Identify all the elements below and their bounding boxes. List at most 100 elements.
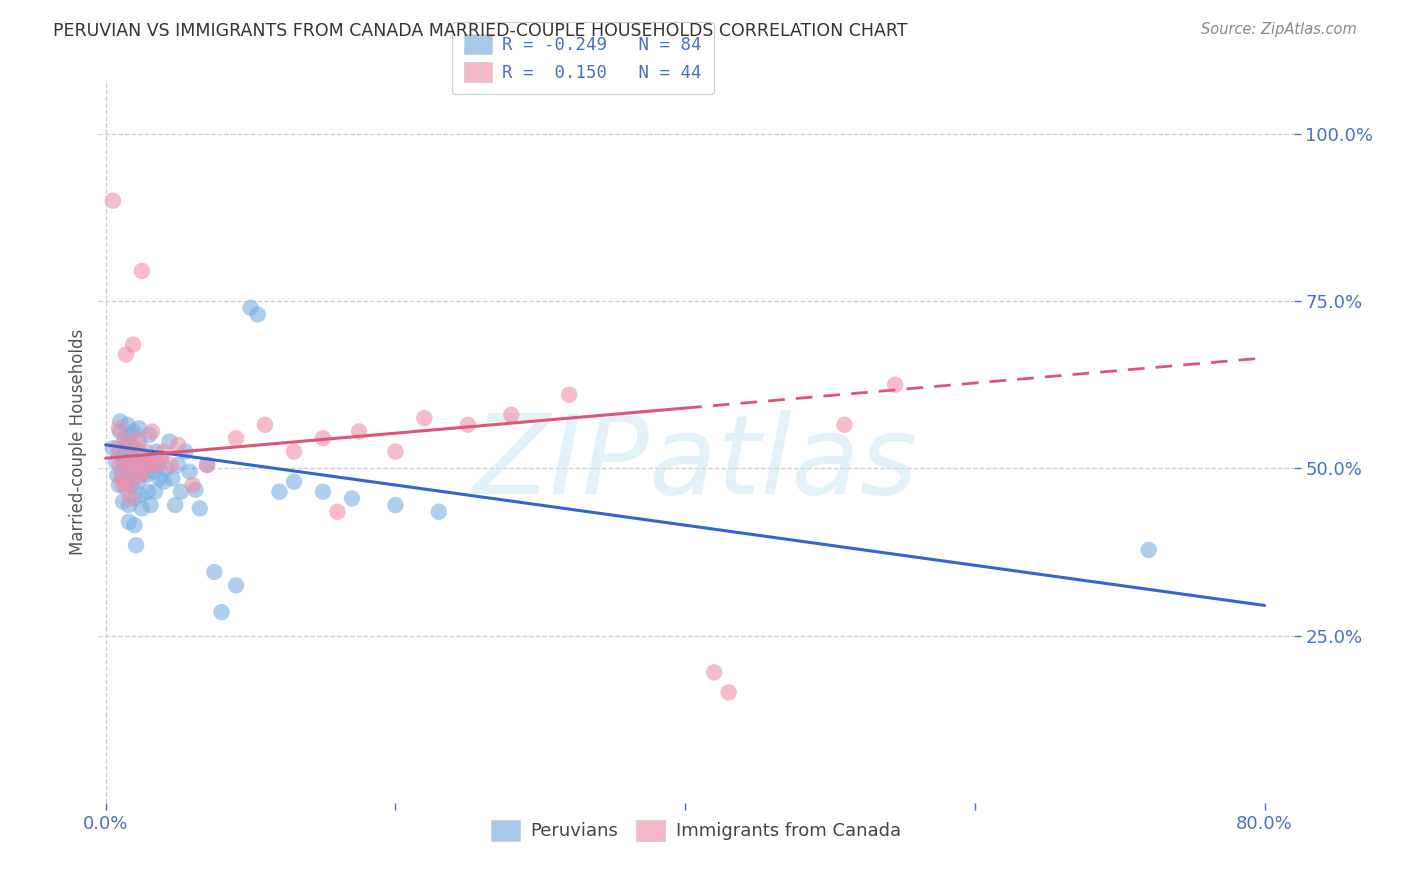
Point <box>558 387 581 401</box>
Point <box>110 471 132 485</box>
Point <box>457 417 479 432</box>
Y-axis label: Married-couple Households: Married-couple Households <box>69 328 87 555</box>
Point <box>115 482 138 496</box>
Point <box>283 475 305 489</box>
Point <box>117 417 139 432</box>
Point <box>347 425 370 439</box>
Point <box>124 458 146 472</box>
Point <box>131 264 153 278</box>
Point <box>107 478 129 492</box>
Point <box>195 458 218 472</box>
Point <box>128 434 150 449</box>
Point <box>117 458 139 472</box>
Point <box>225 431 247 445</box>
Point <box>165 498 187 512</box>
Point <box>110 465 132 479</box>
Point <box>145 444 167 458</box>
Text: ZIPatlas: ZIPatlas <box>474 409 918 516</box>
Point <box>155 461 177 475</box>
Point <box>148 471 170 485</box>
Point <box>128 444 150 458</box>
Point <box>188 501 211 516</box>
Point <box>117 475 139 489</box>
Point <box>160 458 183 472</box>
Point <box>131 501 153 516</box>
Point <box>139 498 162 512</box>
Point <box>118 498 141 512</box>
Point <box>115 461 138 475</box>
Point <box>121 461 143 475</box>
Point <box>120 448 142 462</box>
Point <box>114 448 136 462</box>
Point <box>108 425 131 439</box>
Point <box>143 484 166 499</box>
Point <box>269 484 291 499</box>
Point <box>384 498 406 512</box>
Point <box>101 442 124 455</box>
Point <box>127 455 149 469</box>
Point <box>124 467 146 482</box>
Point <box>104 455 127 469</box>
Point <box>118 515 141 529</box>
Point <box>703 665 725 680</box>
Point <box>135 467 157 482</box>
Text: PERUVIAN VS IMMIGRANTS FROM CANADA MARRIED-COUPLE HOUSEHOLDS CORRELATION CHART: PERUVIAN VS IMMIGRANTS FROM CANADA MARRI… <box>53 22 908 40</box>
Point <box>107 421 129 435</box>
Point <box>101 194 124 208</box>
Point <box>174 444 197 458</box>
Point <box>253 417 276 432</box>
Point <box>167 458 190 472</box>
Point <box>162 471 184 485</box>
Point <box>142 465 165 479</box>
Point <box>211 605 233 619</box>
Point <box>884 377 907 392</box>
Point <box>127 475 149 489</box>
Point <box>121 478 143 492</box>
Point <box>117 438 139 452</box>
Point <box>105 467 128 482</box>
Point <box>146 458 169 472</box>
Point <box>141 425 163 439</box>
Point <box>157 434 180 449</box>
Point <box>152 444 174 458</box>
Point <box>108 414 131 429</box>
Point <box>239 301 262 315</box>
Point <box>134 458 156 472</box>
Legend: Peruvians, Immigrants from Canada: Peruvians, Immigrants from Canada <box>484 813 908 848</box>
Point <box>112 455 135 469</box>
Point <box>501 408 523 422</box>
Point <box>143 451 166 466</box>
Point <box>312 431 335 445</box>
Point <box>108 444 131 458</box>
Point <box>114 431 136 445</box>
Point <box>135 444 157 458</box>
Point <box>124 518 146 533</box>
Point <box>134 451 156 466</box>
Text: Source: ZipAtlas.com: Source: ZipAtlas.com <box>1201 22 1357 37</box>
Point <box>122 337 145 351</box>
Point <box>131 467 153 482</box>
Point <box>122 442 145 455</box>
Point <box>1137 542 1160 557</box>
Point <box>184 483 207 497</box>
Point <box>127 431 149 445</box>
Point <box>129 488 152 502</box>
Point <box>115 348 138 362</box>
Point <box>195 458 218 472</box>
Point <box>128 421 150 435</box>
Point <box>121 442 143 455</box>
Point <box>427 505 450 519</box>
Point <box>246 307 269 322</box>
Point <box>138 458 160 472</box>
Point <box>413 411 436 425</box>
Point <box>202 565 225 579</box>
Point <box>834 417 856 432</box>
Point <box>141 458 163 472</box>
Point <box>225 578 247 592</box>
Point <box>326 505 349 519</box>
Point <box>167 438 190 452</box>
Point <box>384 444 406 458</box>
Point <box>120 427 142 442</box>
Point <box>136 484 159 499</box>
Point <box>125 467 148 482</box>
